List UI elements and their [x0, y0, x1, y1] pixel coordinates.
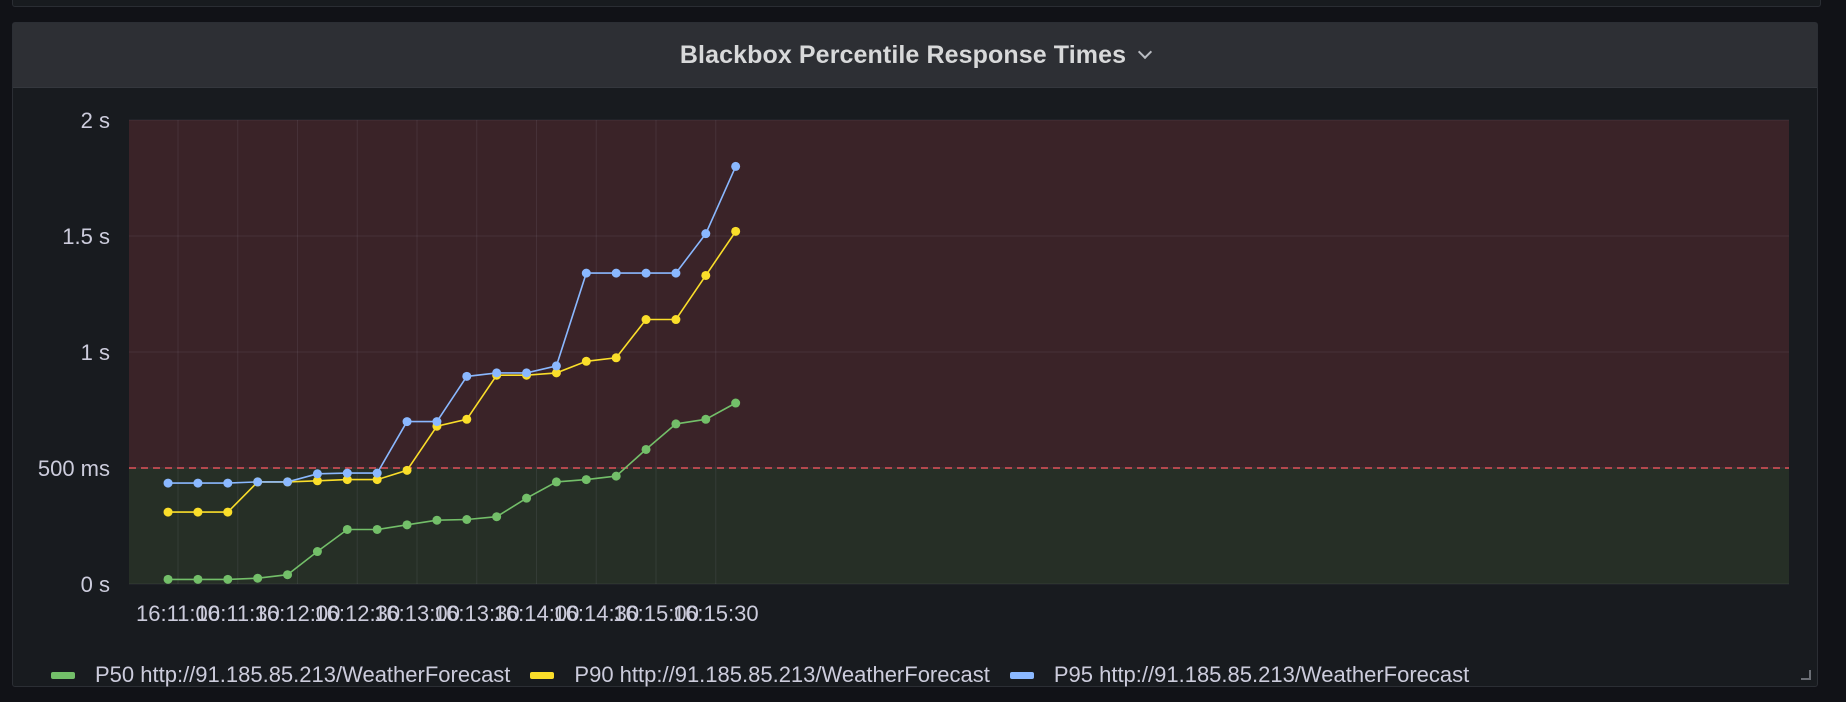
data-point	[462, 414, 472, 424]
data-point	[372, 475, 382, 485]
series-line-p50	[168, 402, 737, 581]
panel-title[interactable]: Blackbox Percentile Response Times	[679, 40, 1127, 69]
data-point	[581, 268, 591, 278]
data-point	[193, 507, 203, 517]
data-point	[312, 469, 322, 479]
resize-handle[interactable]	[1801, 670, 1811, 680]
data-point	[223, 574, 233, 584]
data-point	[432, 515, 442, 525]
x-tick-label: 16:11:00	[136, 601, 220, 626]
series-line-p95	[168, 166, 737, 484]
data-point	[731, 226, 741, 236]
y-tick-label: 500 ms	[38, 456, 110, 481]
data-point	[193, 478, 203, 488]
legend-label: P50 http://91.185.85.213/WeatherForecast	[95, 662, 511, 687]
legend-item-p90[interactable]: P90 http://91.185.85.213/WeatherForecast	[530, 662, 990, 688]
data-point	[342, 475, 352, 485]
data-point	[701, 229, 711, 239]
data-point	[402, 465, 412, 475]
legend-item-p95[interactable]: P95 http://91.185.85.213/WeatherForecast	[1009, 662, 1470, 688]
x-tick-label: 16:15:00	[613, 601, 699, 626]
data-point	[223, 478, 233, 488]
data-point	[163, 507, 173, 517]
y-tick-label: 2 s	[81, 108, 110, 133]
legend-label: P90 http://91.185.85.213/WeatherForecast	[574, 662, 990, 687]
data-point	[551, 368, 561, 378]
x-tick-label: 16:13:00	[374, 601, 460, 626]
y-tick-label: 1 s	[81, 340, 110, 365]
x-tick-label: 16:15:30	[673, 601, 759, 626]
data-point	[551, 477, 561, 487]
data-point	[492, 512, 502, 522]
panel-header[interactable]: Blackbox Percentile Response Times	[13, 23, 1817, 88]
data-point	[551, 361, 561, 371]
data-point	[611, 353, 621, 363]
data-point	[253, 477, 263, 487]
data-point	[312, 547, 322, 557]
previous-panel-edge	[12, 0, 1821, 7]
data-point	[611, 471, 621, 481]
data-point	[372, 524, 382, 534]
data-point	[163, 574, 173, 584]
data-point	[641, 315, 651, 325]
data-point	[432, 417, 442, 427]
legend-item-p50[interactable]: P50 http://91.185.85.213/WeatherForecast	[51, 662, 510, 688]
data-point	[641, 268, 651, 278]
x-tick-label: 16:14:00	[494, 601, 580, 626]
x-tick-label: 16:12:00	[255, 601, 341, 626]
data-point	[522, 368, 532, 378]
x-tick-label: 16:11:30	[196, 601, 280, 626]
y-tick-label: 1.5 s	[62, 224, 110, 249]
legend-swatch	[1009, 671, 1034, 679]
data-point	[372, 468, 382, 478]
data-point	[253, 573, 263, 583]
legend-label: P95 http://91.185.85.213/WeatherForecast	[1053, 662, 1470, 687]
x-tick-label: 16:13:30	[434, 601, 520, 626]
data-point	[312, 476, 322, 486]
data-point	[283, 570, 293, 580]
data-point	[671, 419, 681, 429]
data-point	[492, 368, 502, 378]
data-point	[731, 398, 741, 408]
data-point	[223, 507, 233, 517]
data-point	[283, 477, 293, 487]
data-point	[671, 268, 681, 278]
data-point	[611, 268, 621, 278]
data-point	[701, 414, 711, 424]
data-point	[671, 315, 681, 325]
x-tick-label: 16:12:30	[314, 601, 400, 626]
data-point	[731, 161, 741, 171]
x-tick-label: 16:14:30	[553, 601, 639, 626]
data-point	[522, 493, 532, 503]
data-point	[402, 417, 412, 427]
legend-swatch	[530, 671, 555, 679]
threshold-zone-above	[129, 120, 1789, 468]
legend-swatch	[51, 671, 75, 679]
data-point	[581, 475, 591, 485]
data-point	[462, 371, 472, 381]
data-point	[402, 520, 412, 530]
data-point	[581, 356, 591, 366]
data-point	[163, 478, 173, 488]
data-point	[641, 444, 651, 454]
chart-panel: Blackbox Percentile Response Times 0 s 50…	[12, 22, 1818, 687]
data-point	[342, 524, 352, 534]
data-point	[342, 468, 352, 478]
y-tick-label: 0 s	[81, 572, 110, 597]
data-point	[701, 270, 711, 280]
data-point	[462, 515, 472, 525]
legend: P50 http://91.185.85.213/WeatherForecast…	[51, 660, 1489, 690]
data-point	[193, 574, 203, 584]
